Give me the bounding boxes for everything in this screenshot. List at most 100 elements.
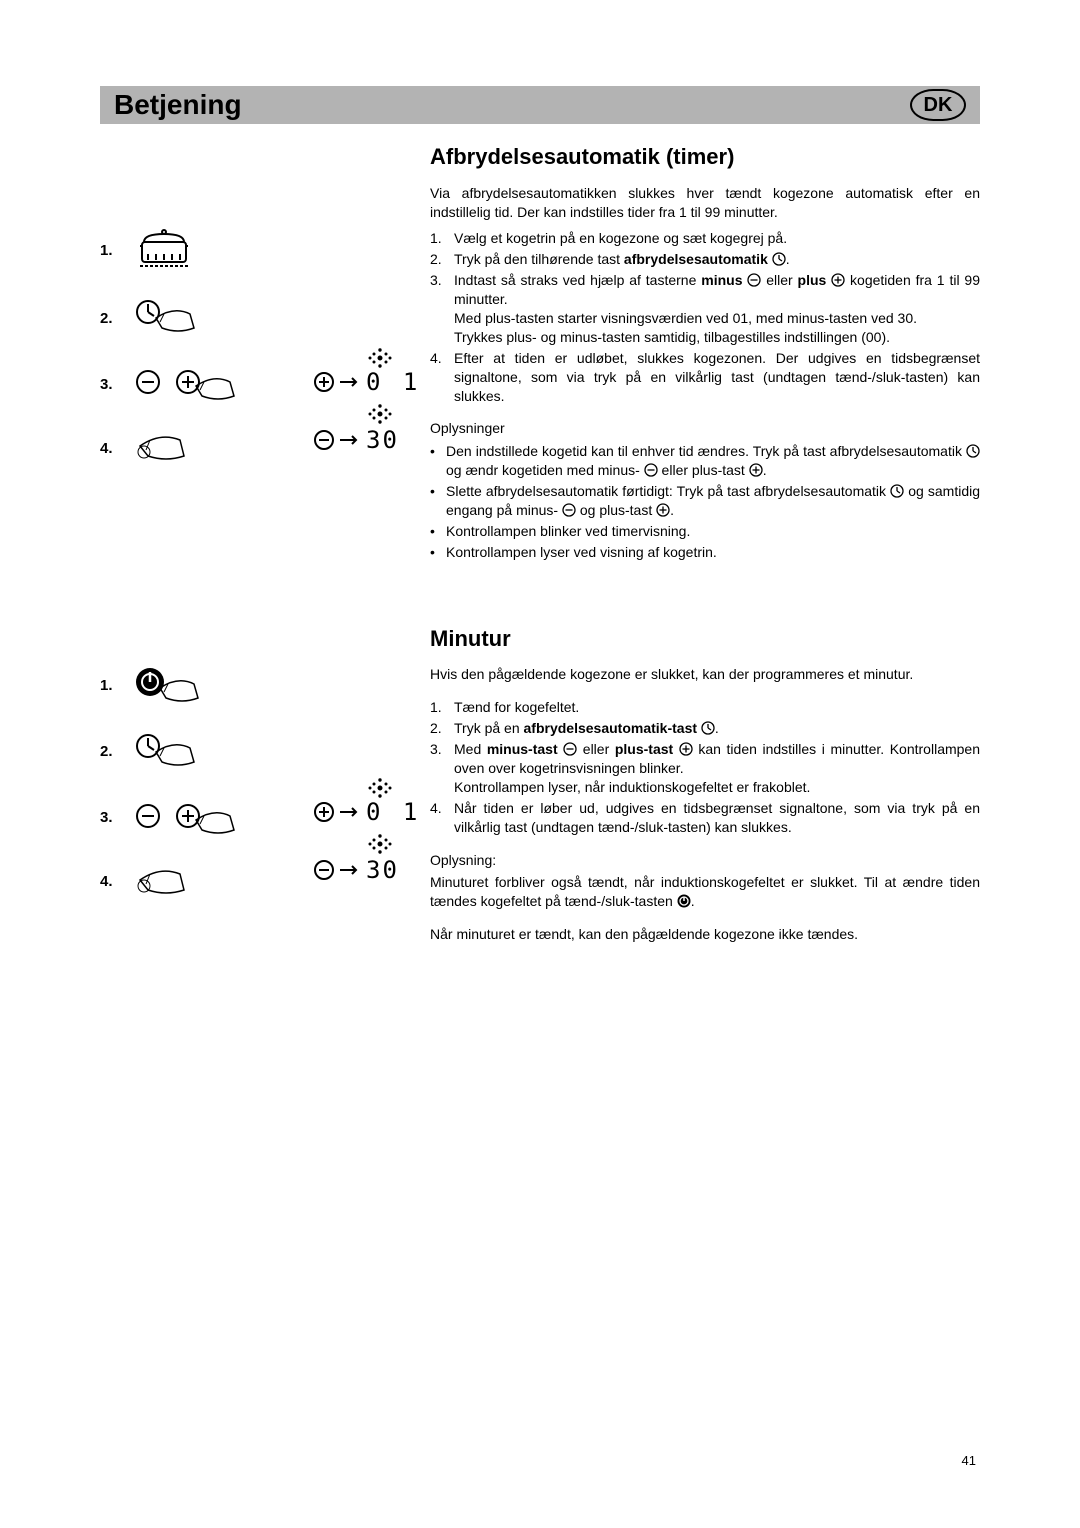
- clock-icon: [890, 484, 904, 498]
- section1-text: Afbrydelsesautomatik (timer) Via afbryde…: [430, 142, 980, 564]
- section1-intro: Via afbrydelsesautomatikken slukkes hver…: [430, 184, 980, 222]
- power-press-icon: [134, 666, 430, 706]
- header-title: Betjening: [114, 89, 242, 121]
- t: Tryk på en: [454, 720, 524, 736]
- display-30: 30: [366, 426, 399, 454]
- display-panel-1: 0 1 30: [310, 342, 420, 462]
- section2-text: Minutur Hvis den pågældende kogezone er …: [430, 624, 980, 944]
- t: Indtast så straks ved hjælp af tasterne: [454, 272, 701, 288]
- section2-note-heading: Oplysning:: [430, 851, 980, 870]
- plus-icon: [831, 273, 845, 287]
- step-num: 4.: [430, 799, 454, 837]
- ill-row-1: 1.: [100, 228, 430, 272]
- section2-illustrations: 1. 2.: [100, 624, 430, 944]
- ill2-num-3: 3.: [100, 809, 134, 826]
- header-bar: Betjening DK: [100, 86, 980, 124]
- ill-num-1: 1.: [100, 242, 134, 259]
- bullet-dot: •: [430, 543, 446, 562]
- ill2-num-4: 4.: [100, 873, 134, 890]
- t: afbrydelsesautomatik-tast: [524, 720, 701, 736]
- step-text: Tryk på den tilhørende tast afbrydelsesa…: [454, 250, 980, 269]
- step-num: 3.: [430, 271, 454, 347]
- ill-row-2: 2.: [100, 298, 430, 338]
- section2-note2: Når minuturet er tændt, kan den pågælden…: [430, 925, 980, 944]
- page-body: 1.: [100, 142, 980, 944]
- step-text: Indtast så straks ved hjælp af tasterne …: [454, 271, 980, 347]
- step-text: Vælg et kogetrin på en kogezone og sæt k…: [454, 229, 980, 248]
- step-num: 2.: [430, 250, 454, 269]
- ill-num-4: 4.: [100, 440, 134, 457]
- section2-intro: Hvis den pågældende kogezone er slukket,…: [430, 665, 980, 684]
- display-01: 0 1: [366, 368, 420, 396]
- step-text: Når tiden er løber ud, udgives en tidsbe…: [454, 799, 980, 837]
- display-panel-2: 0 1 30: [310, 772, 420, 892]
- t: .: [715, 720, 719, 736]
- step-num: 1.: [430, 698, 454, 717]
- bullet-text: Kontrollampen blinker ved timervisning.: [446, 522, 980, 541]
- t: eller: [761, 272, 797, 288]
- page-number: 41: [962, 1453, 976, 1468]
- ill2-row-1: 1.: [100, 666, 430, 706]
- t: .: [786, 251, 790, 267]
- t: plus-tast: [615, 741, 679, 757]
- ill2-num-1: 1.: [100, 677, 134, 694]
- step-num: 1.: [430, 229, 454, 248]
- pot-icon: [134, 228, 430, 272]
- svg-text:0 1: 0 1: [366, 798, 420, 826]
- section1-illustrations: 1.: [100, 142, 430, 564]
- t: Med plus-tasten starter visningsværdien …: [454, 310, 917, 326]
- t: .: [691, 893, 695, 909]
- bullet-dot: •: [430, 442, 446, 480]
- plus-icon: [679, 742, 693, 756]
- step-num: 3.: [430, 740, 454, 797]
- ill-num-2: 2.: [100, 310, 134, 327]
- t: plus: [798, 272, 832, 288]
- section2-steps: 1.Tænd for kogefeltet. 2.Tryk på en afbr…: [430, 698, 980, 836]
- t: Minuturet forbliver også tændt, når indu…: [430, 874, 980, 909]
- power-icon: [677, 894, 691, 908]
- clock-icon: [966, 444, 980, 458]
- section1-heading: Afbrydelsesautomatik (timer): [430, 142, 980, 172]
- t: minus-tast: [487, 741, 563, 757]
- section1-steps: 1.Vælg et kogetrin på en kogezone og sæt…: [430, 229, 980, 405]
- t: Med: [454, 741, 487, 757]
- minus-icon: [562, 503, 576, 517]
- step-text: Tryk på en afbrydelsesautomatik-tast .: [454, 719, 980, 738]
- clock-press-icon: [134, 298, 430, 338]
- ill-num-3: 3.: [100, 376, 134, 393]
- t: og ændr kogetiden med minus-: [446, 462, 644, 478]
- minus-icon: [747, 273, 761, 287]
- bullet-dot: •: [430, 522, 446, 541]
- ill2-row-2: 2.: [100, 732, 430, 772]
- section2-note1: Minuturet forbliver også tændt, når indu…: [430, 873, 980, 911]
- plus-icon: [656, 503, 670, 517]
- country-badge: DK: [910, 89, 966, 121]
- section1-notes-heading: Oplysninger: [430, 419, 980, 438]
- minus-icon: [644, 463, 658, 477]
- step-text: Med minus-tast eller plus-tast kan tiden…: [454, 740, 980, 797]
- t: eller: [577, 741, 615, 757]
- minus-icon: [563, 742, 577, 756]
- t: Trykkes plus- og minus-tasten samtidig, …: [454, 329, 890, 345]
- step-text: Tænd for kogefeltet.: [454, 698, 980, 717]
- t: minus: [701, 272, 747, 288]
- section1-bullets: •Den indstillede kogetid kan til enhver …: [430, 442, 980, 561]
- bullet-text: Den indstillede kogetid kan til enhver t…: [446, 442, 980, 480]
- svg-text:30: 30: [366, 856, 399, 884]
- t: afbrydelsesautomatik: [624, 251, 772, 267]
- bullet-text: Kontrollampen lyser ved visning af koget…: [446, 543, 980, 562]
- plus-icon: [749, 463, 763, 477]
- t: Den indstillede kogetid kan til enhver t…: [446, 443, 966, 459]
- section-timer: 1.: [100, 142, 980, 564]
- ill2-num-2: 2.: [100, 743, 134, 760]
- t: Tryk på den tilhørende tast: [454, 251, 624, 267]
- section-minutur: 1. 2.: [100, 624, 980, 944]
- t: Slette afbrydelsesautomatik førtidigt: T…: [446, 483, 890, 499]
- bullet-text: Slette afbrydelsesautomatik førtidigt: T…: [446, 482, 980, 520]
- t: eller plus-tast: [658, 462, 749, 478]
- t: .: [670, 502, 674, 518]
- clock-icon: [701, 721, 715, 735]
- clock-icon: [772, 252, 786, 266]
- clock-press-icon: [134, 732, 430, 772]
- t: Kontrollampen lyser, når induktionskogef…: [454, 779, 810, 795]
